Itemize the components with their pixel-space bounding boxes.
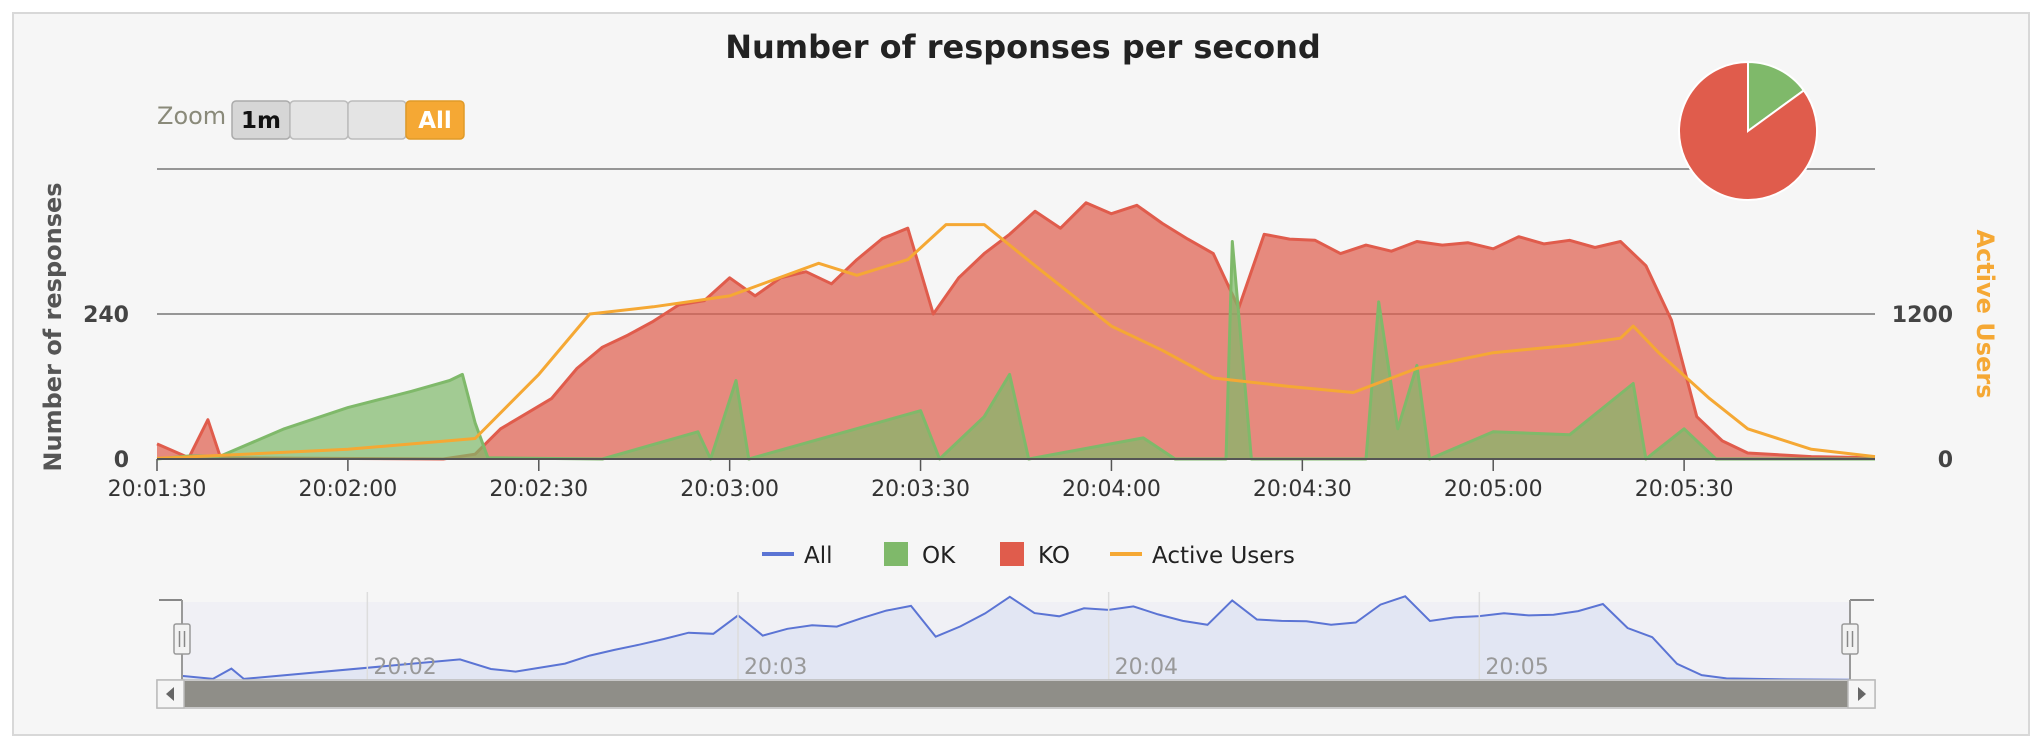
x-tick-label: 20:03:30 [871,477,970,502]
zoom-button-disabled-1[interactable] [289,100,349,140]
legend-label: Active Users [1152,543,1295,569]
y-tick-label-right: 0 [1938,448,1953,473]
x-tick-label: 20:02:30 [489,477,588,502]
scroll-left-button[interactable] [156,679,185,709]
y-tick-label-left: 240 [83,303,129,328]
zoom-controls: Zoom 1m All [157,100,465,140]
navigator-scrollbar[interactable] [156,679,1876,709]
navigator-label: 20:05 [1485,655,1548,680]
zoom-button-bg [289,100,349,140]
plot-area [156,201,1876,461]
series-line-ok [156,240,1875,461]
legend-label: All [804,543,833,569]
x-tick-label: 20:02:00 [298,477,397,502]
zoom-button-1m[interactable]: 1m [231,100,291,140]
y-axis-title-left: Number of responses [39,182,67,471]
zoom-label: Zoom [157,102,226,130]
x-tick-label: 20:01:30 [108,477,207,502]
zoom-button-bg [405,100,465,140]
zoom-button-bg [347,100,407,140]
chevron-left-icon [166,687,174,701]
zoom-button-label: 1m [241,108,281,134]
scrollbar-thumb [184,681,1848,707]
navigator-label: 20:02 [373,655,436,680]
handle-grip [173,623,191,655]
legend-label: OK [922,543,956,569]
pie-chart [1678,60,1818,201]
chart-svg: Number of responses per second Zoom 1m Al… [39,28,1999,709]
x-tick-label: 20:04:00 [1062,477,1161,502]
series-area-ko [157,202,1875,460]
x-tick-label: 20:04:30 [1253,477,1352,502]
navigator-label: 20:04 [1115,655,1178,680]
y-axis-title-right: Active Users [1971,230,1999,399]
x-tick-label: 20:03:00 [680,477,779,502]
x-tick-label: 20:05:00 [1444,477,1543,502]
zoom-button-disabled-2[interactable] [347,100,407,140]
navigator-series-line [181,595,1851,681]
chart-title: Number of responses per second [725,28,1321,66]
pie-slice-ok [1747,60,1806,133]
zoom-button-label: All [418,108,452,134]
y-tick-label-left: 0 [114,448,129,473]
legend-label: KO [1038,543,1070,569]
navigator-right-handle[interactable] [1841,600,1859,680]
legend-marker [1000,542,1024,566]
x-tick-label: 20:05:30 [1635,477,1734,502]
navigator-left-handle[interactable] [173,600,191,680]
legend: All OK KO Active Users [762,542,1295,569]
scroll-right-button[interactable] [1847,679,1876,709]
pie-slice-ko [1678,60,1818,201]
chart-container: Number of responses per second Zoom 1m Al… [12,12,2030,736]
chevron-right-icon [1858,687,1866,701]
series-area-ok [157,241,1875,459]
legend-marker [884,542,908,566]
zoom-button-all[interactable]: All [405,100,465,140]
series-line-active-users [156,223,1876,460]
navigator[interactable]: 20:02 20:03 20:04 20:05 [156,592,1876,709]
y-tick-label-right: 1200 [1892,303,1953,328]
handle-grip [1841,623,1859,655]
navigator-area [182,596,1850,680]
series-line-ko [156,201,1876,461]
axes: 20:01:30 20:02:00 20:02:30 20:03:00 20:03:30… [83,303,1953,502]
navigator-label: 20:03 [744,655,807,680]
